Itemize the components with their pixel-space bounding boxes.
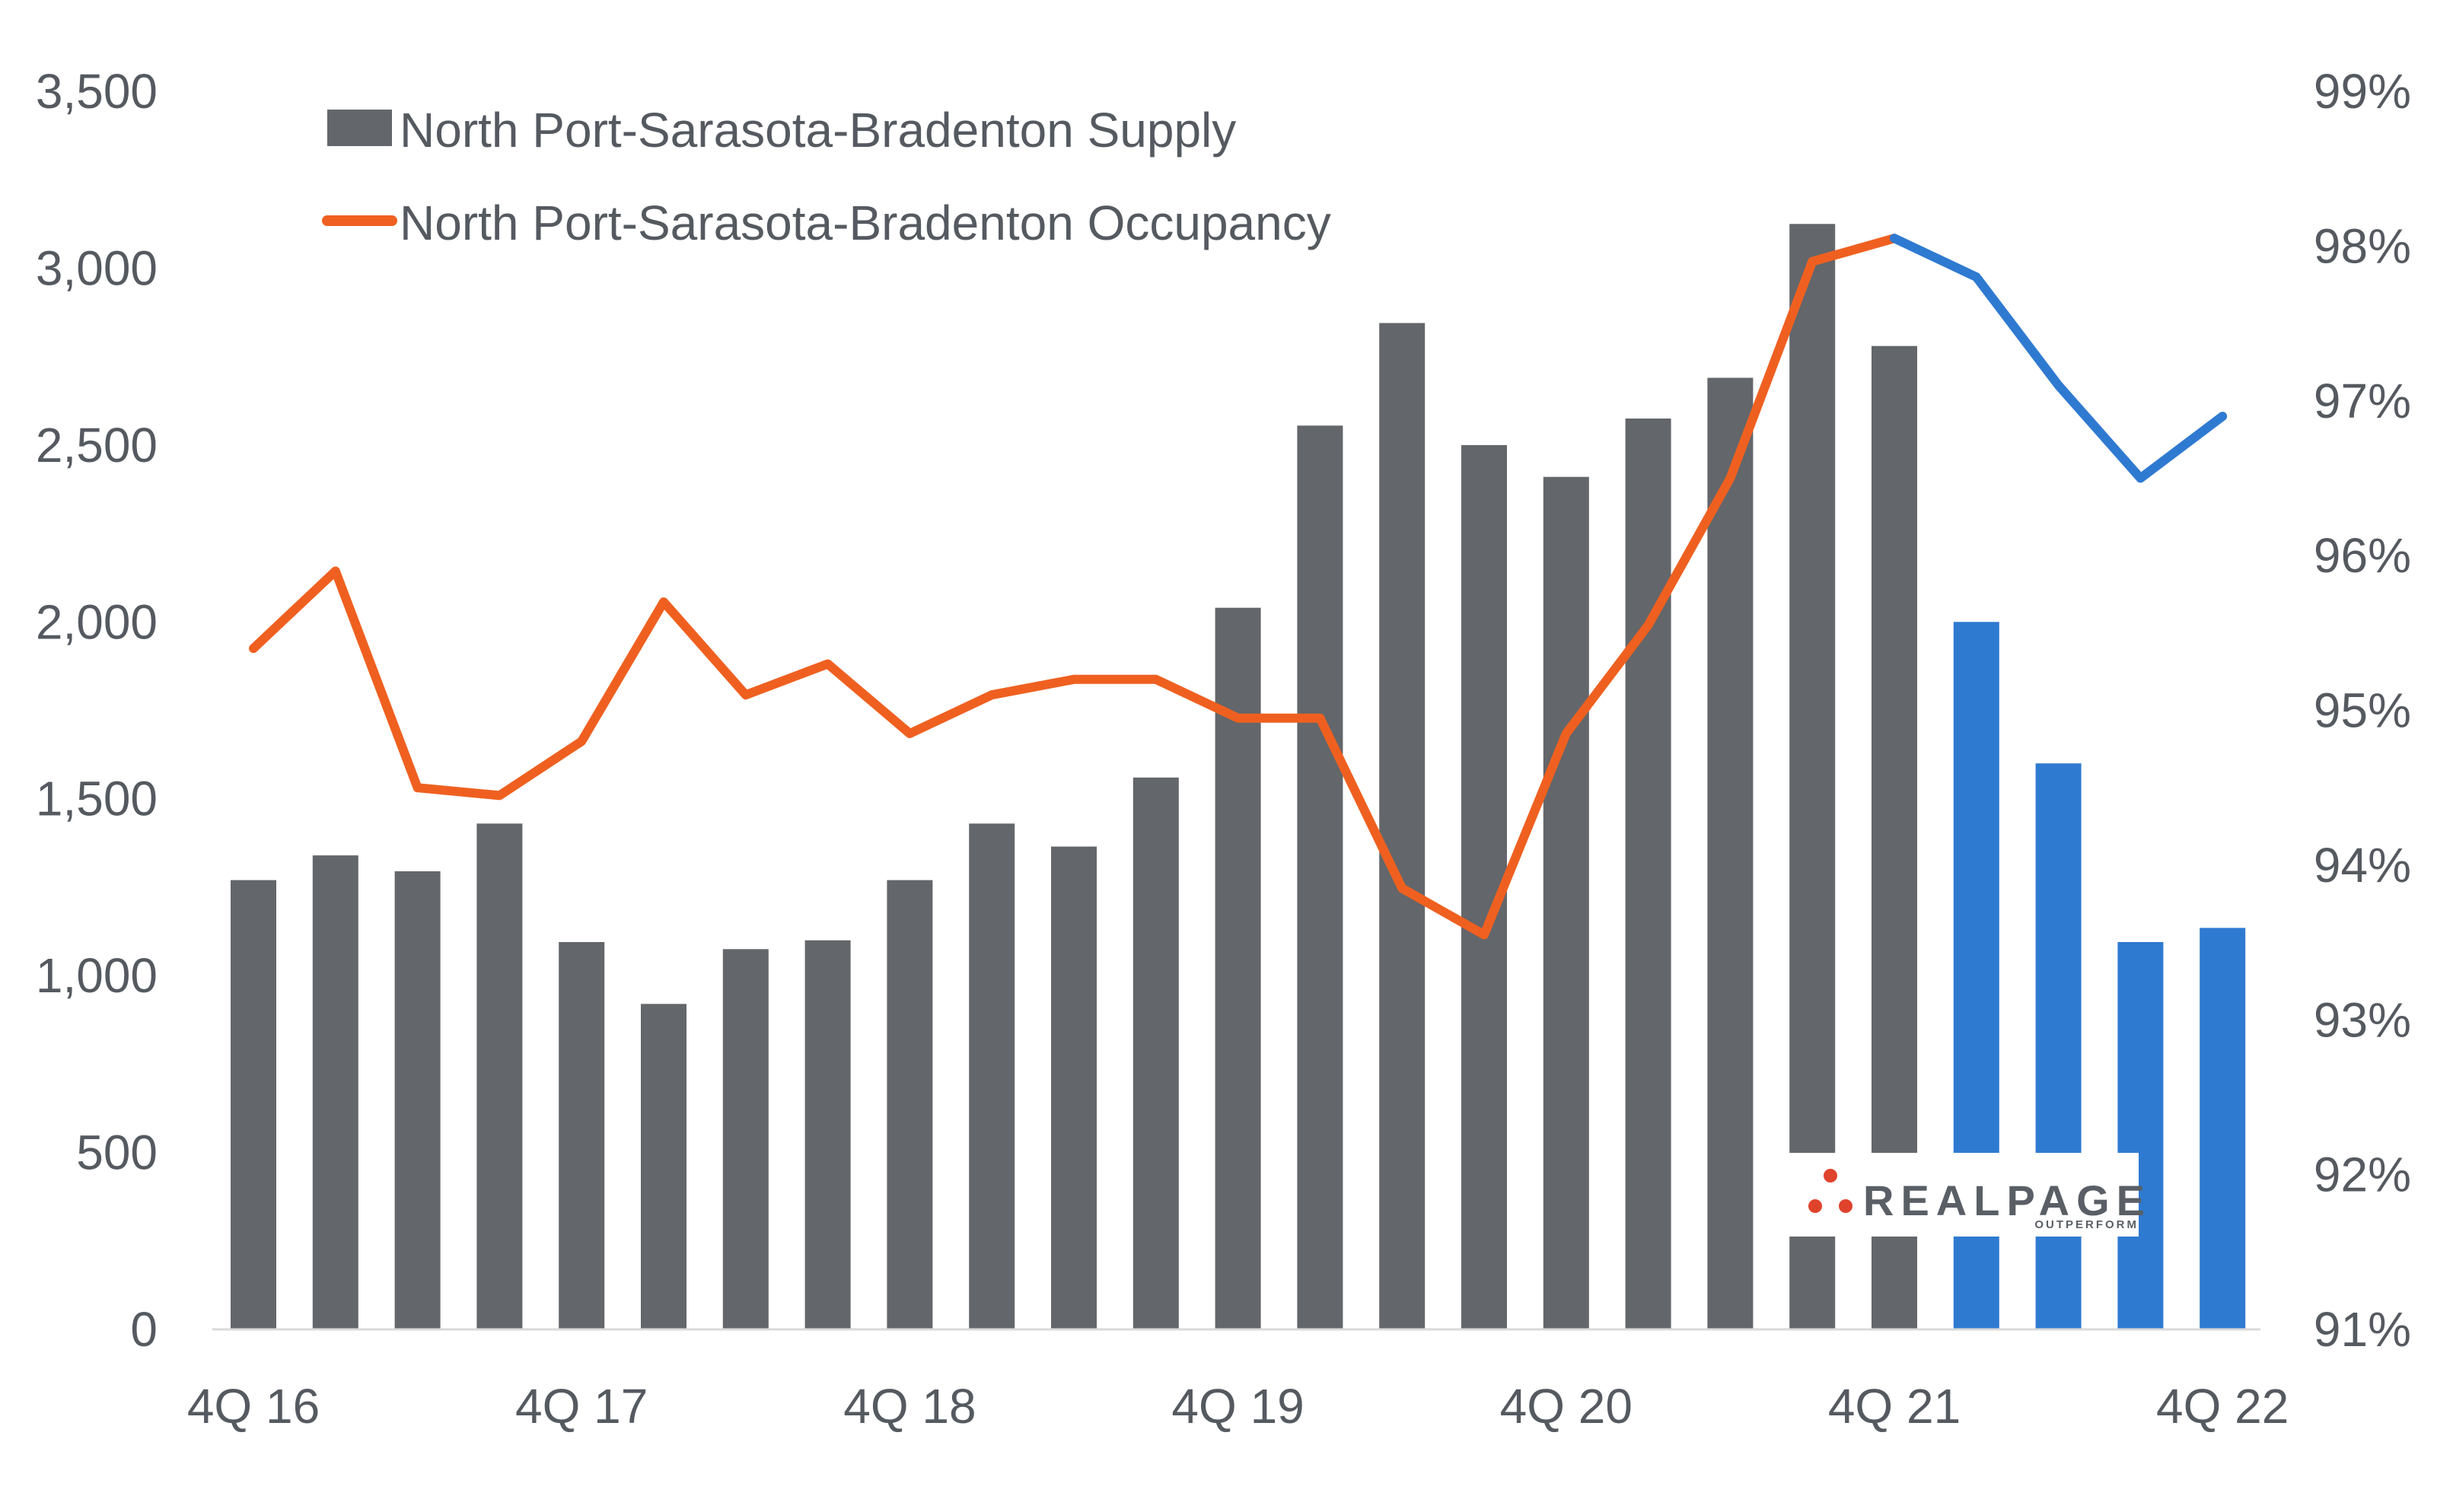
y-axis-right: 91% 92% 93% 94% 95% 96% 97% 98% 99% <box>2314 64 2411 1357</box>
legend-label-occupancy: North Port-Sarasota-Bradenton Occupancy <box>400 196 1331 250</box>
supply-bar-13 <box>1297 425 1343 1329</box>
y-left-tick-label: 1,500 <box>36 772 158 826</box>
supply-bar-11 <box>1132 777 1179 1329</box>
y-axis-left: 0 500 1,000 1,500 2,000 2,500 3,000 3,500 <box>36 64 158 1357</box>
supply-bar-12 <box>1215 607 1261 1329</box>
x-tick-label: 4Q 19 <box>1171 1379 1304 1434</box>
y-left-tick-label: 2,000 <box>36 594 158 649</box>
legend-label-supply: North Port-Sarasota-Bradenton Supply <box>400 103 1236 158</box>
bars-layer <box>231 224 2246 1330</box>
y-right-tick-label: 99% <box>2314 64 2411 119</box>
supply-bar-5 <box>641 1004 687 1329</box>
supply-bar-1 <box>312 855 358 1329</box>
realpage-logo: REALPAGE OUTPERFORM <box>1785 1153 2152 1237</box>
supply-bar-8 <box>887 880 933 1329</box>
supply-bar-0 <box>231 880 276 1329</box>
x-tick-label: 4Q 21 <box>1828 1379 1961 1434</box>
y-right-tick-label: 97% <box>2314 374 2411 428</box>
realpage-dots-icon <box>1808 1169 1852 1213</box>
supply-bar-14 <box>1379 323 1426 1329</box>
y-left-tick-label: 3,500 <box>36 64 158 119</box>
logo-background <box>1785 1153 2139 1237</box>
supply-bar-6 <box>722 949 769 1329</box>
supply-bar-16 <box>1543 476 1589 1330</box>
y-left-tick-label: 1,000 <box>36 948 158 1003</box>
supply-bar-4 <box>559 942 605 1329</box>
line-layer <box>249 234 2228 940</box>
supply-bar-17 <box>1625 419 1671 1329</box>
x-tick-label: 4Q 18 <box>843 1379 976 1434</box>
supply-bar-10 <box>1051 846 1097 1329</box>
logo-tagline: OUTPERFORM <box>2034 1218 2139 1231</box>
x-axis-ticks: 4Q 16 4Q 17 4Q 18 4Q 19 4Q 20 4Q 21 4Q 22 <box>187 1379 2289 1434</box>
y-left-tick-label: 2,500 <box>36 418 158 473</box>
x-tick-label: 4Q 20 <box>1500 1379 1633 1434</box>
y-left-tick-label: 3,000 <box>36 240 158 295</box>
y-left-tick-label: 500 <box>76 1125 158 1180</box>
y-right-tick-label: 98% <box>2314 218 2411 273</box>
supply-bar-9 <box>969 823 1015 1329</box>
supply-bar-7 <box>804 940 851 1329</box>
supply-bar-22 <box>2035 763 2082 1329</box>
legend: North Port-Sarasota-Bradenton Supply Nor… <box>322 103 1331 250</box>
x-tick-label: 4Q 17 <box>515 1379 648 1434</box>
supply-bar-3 <box>476 823 523 1329</box>
y-right-tick-label: 92% <box>2314 1148 2411 1202</box>
supply-bar-19 <box>1789 224 1836 1329</box>
x-tick-label: 4Q 16 <box>187 1379 320 1434</box>
y-right-tick-label: 93% <box>2314 992 2411 1047</box>
occupancy-line-actual <box>249 234 1899 940</box>
supply-bar-2 <box>394 871 441 1329</box>
supply-bar-18 <box>1707 377 1754 1329</box>
occupancy-line-forecast <box>1890 234 2228 483</box>
y-right-tick-label: 95% <box>2314 683 2411 738</box>
legend-swatch-supply <box>327 110 392 146</box>
y-right-tick-label: 94% <box>2314 838 2411 893</box>
y-left-tick-label: 0 <box>130 1302 158 1357</box>
x-tick-label: 4Q 22 <box>2156 1379 2289 1434</box>
logo-wordmark: REALPAGE <box>1863 1176 2152 1224</box>
supply-bar-24 <box>2200 928 2246 1329</box>
supply-bar-23 <box>2117 942 2164 1329</box>
y-right-tick-label: 91% <box>2314 1302 2411 1357</box>
y-right-tick-label: 96% <box>2314 528 2411 583</box>
